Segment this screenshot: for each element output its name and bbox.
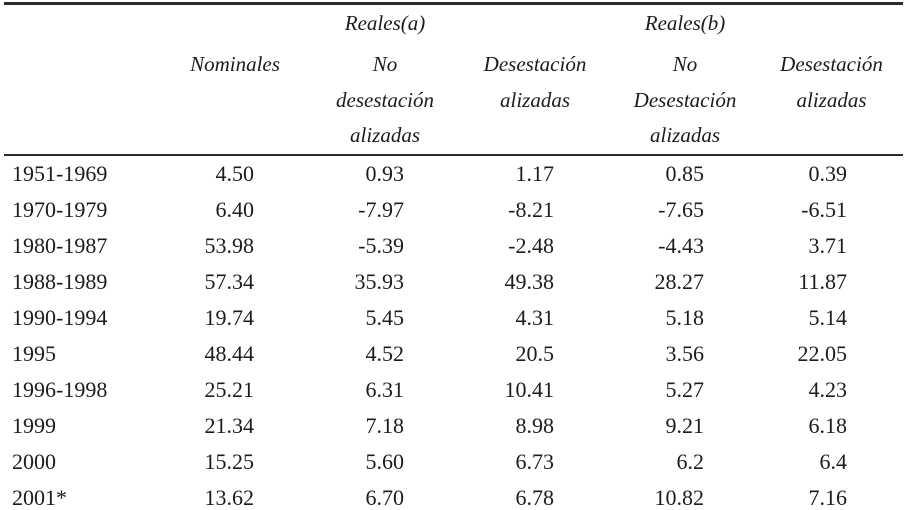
cell-reales-a-desest: 49.38 <box>504 269 555 295</box>
table-row: 1970-1979 6.40 -7.97 -8.21 -7.65 -6.51 <box>4 192 903 228</box>
cell-reales-b-desest: 5.14 <box>808 305 848 331</box>
cell-reales-b-no-desest: 10.82 <box>654 485 705 510</box>
row-label: 1990-1994 <box>12 305 108 331</box>
column-header-reales-b-desest: Desestación alizadas <box>780 52 883 112</box>
cell-reales-b-desest: 0.39 <box>808 161 848 187</box>
group-header-empty-labels <box>4 4 160 46</box>
cell-reales-b-no-desest: -4.43 <box>658 233 704 259</box>
cell-reales-a-no-desest: -5.39 <box>358 233 404 259</box>
column-header-reales-b-no-desest: No Desestación alizadas <box>633 52 737 148</box>
cell-reales-b-desest: 11.87 <box>798 269 847 295</box>
cell-reales-a-desest: 10.41 <box>504 377 555 403</box>
row-label: 2000 <box>12 449 56 475</box>
cell-reales-b-desest: 7.16 <box>808 485 848 510</box>
table-row: 1990-1994 19.74 5.45 4.31 5.18 5.14 <box>4 300 903 336</box>
cell-nominales: 48.44 <box>204 341 255 367</box>
table-header: Reales(a) Reales(b) Nominales No desesta… <box>4 4 903 156</box>
column-header-reales-a-no-desest: No desestación alizadas <box>336 52 434 148</box>
column-header-empty <box>4 45 160 155</box>
cell-reales-a-no-desest: 0.93 <box>365 161 405 187</box>
row-label: 1980-1987 <box>12 233 108 259</box>
cell-reales-b-desest: 3.71 <box>808 233 848 259</box>
cell-nominales: 53.98 <box>204 233 255 259</box>
row-label: 1988-1989 <box>12 269 108 295</box>
cell-reales-a-no-desest: 5.45 <box>365 305 405 331</box>
cell-reales-a-desest: 6.78 <box>515 485 555 510</box>
cell-reales-b-no-desest: 5.18 <box>665 305 705 331</box>
cell-reales-a-no-desest: 6.31 <box>365 377 405 403</box>
cell-reales-b-no-desest: 5.27 <box>665 377 705 403</box>
cell-reales-a-desest: 8.98 <box>515 413 555 439</box>
cell-reales-a-no-desest: -7.97 <box>358 197 404 223</box>
cell-nominales: 19.74 <box>204 305 255 331</box>
cell-reales-b-desest: 22.05 <box>797 341 848 367</box>
row-label: 2001* <box>12 485 67 510</box>
cell-reales-b-no-desest: 3.56 <box>665 341 705 367</box>
cell-reales-a-no-desest: 5.60 <box>365 449 405 475</box>
cell-reales-a-desest: 4.31 <box>515 305 555 331</box>
cell-reales-b-desest: 6.4 <box>819 449 848 475</box>
column-header-row: Nominales No desestación alizadas Desest… <box>4 45 903 155</box>
cell-reales-b-desest: 4.23 <box>808 377 848 403</box>
cell-reales-a-desest: -2.48 <box>508 233 554 259</box>
table-row: 1951-1969 4.50 0.93 1.17 0.85 0.39 <box>4 155 903 192</box>
row-label: 1996-1998 <box>12 377 108 403</box>
column-header-reales-a-desest: Desestación alizadas <box>483 52 587 112</box>
cell-reales-b-desest: 6.18 <box>808 413 848 439</box>
cell-reales-b-no-desest: 9.21 <box>665 413 705 439</box>
table-row: 2000 15.25 5.60 6.73 6.2 6.4 <box>4 444 903 480</box>
cell-reales-b-no-desest: -7.65 <box>658 197 704 223</box>
table-row: 1980-1987 53.98 -5.39 -2.48 -4.43 3.71 <box>4 228 903 264</box>
table-body: 1951-1969 4.50 0.93 1.17 0.85 0.39 1970-… <box>4 155 903 510</box>
table-row: 1999 21.34 7.18 8.98 9.21 6.18 <box>4 408 903 444</box>
cell-reales-a-no-desest: 6.70 <box>365 485 405 510</box>
cell-nominales: 6.40 <box>215 197 255 223</box>
cell-nominales: 15.25 <box>204 449 255 475</box>
table-frame: Reales(a) Reales(b) Nominales No desesta… <box>4 2 903 510</box>
group-header-row: Reales(a) Reales(b) <box>4 4 903 46</box>
cell-reales-b-no-desest: 0.85 <box>665 161 705 187</box>
group-header-empty-a <box>460 4 610 46</box>
cell-reales-b-no-desest: 28.27 <box>654 269 705 295</box>
row-label: 1999 <box>12 413 56 439</box>
cell-reales-a-no-desest: 7.18 <box>365 413 405 439</box>
group-header-empty-nominales <box>160 4 310 46</box>
group-header-reales-a: Reales(a) <box>344 11 426 35</box>
cell-nominales: 13.62 <box>204 485 255 510</box>
cell-nominales: 25.21 <box>204 377 255 403</box>
cell-reales-a-desest: -8.21 <box>508 197 554 223</box>
table-row: 2001* 13.62 6.70 6.78 10.82 7.16 <box>4 480 903 510</box>
cell-reales-a-no-desest: 35.93 <box>354 269 405 295</box>
row-label: 1951-1969 <box>12 161 108 187</box>
cell-nominales: 57.34 <box>204 269 255 295</box>
cell-reales-a-desest: 1.17 <box>515 161 555 187</box>
cell-reales-a-no-desest: 4.52 <box>365 341 405 367</box>
cell-nominales: 4.50 <box>215 161 255 187</box>
cell-reales-b-no-desest: 6.2 <box>676 449 705 475</box>
table-row: 1988-1989 57.34 35.93 49.38 28.27 11.87 <box>4 264 903 300</box>
cell-reales-b-desest: -6.51 <box>801 197 847 223</box>
rates-table: Reales(a) Reales(b) Nominales No desesta… <box>4 2 903 510</box>
table-row: 1995 48.44 4.52 20.5 3.56 22.05 <box>4 336 903 372</box>
group-header-empty-b <box>760 4 903 46</box>
row-label: 1970-1979 <box>12 197 108 223</box>
group-header-reales-b: Reales(b) <box>644 11 726 35</box>
column-header-nominales: Nominales <box>190 52 280 76</box>
row-label: 1995 <box>12 341 56 367</box>
cell-reales-a-desest: 20.5 <box>515 341 555 367</box>
cell-nominales: 21.34 <box>204 413 255 439</box>
table-row: 1996-1998 25.21 6.31 10.41 5.27 4.23 <box>4 372 903 408</box>
cell-reales-a-desest: 6.73 <box>515 449 555 475</box>
